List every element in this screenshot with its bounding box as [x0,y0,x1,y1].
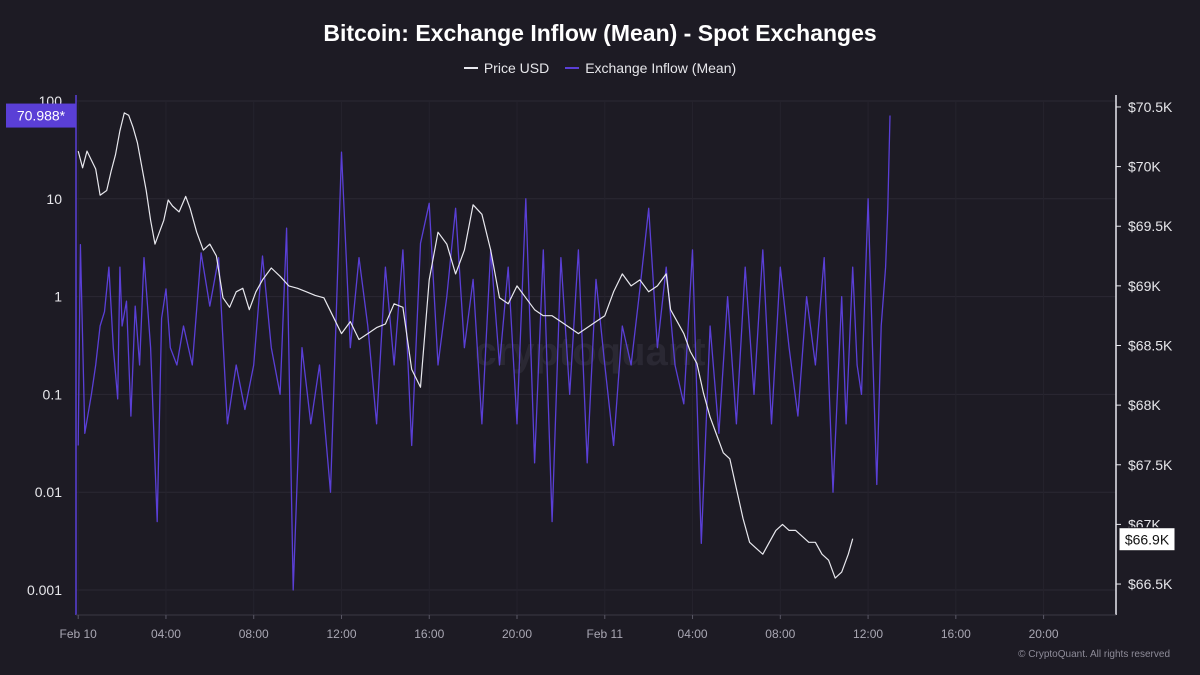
legend-label-price: Price USD [483,60,550,76]
copyright-footer: © CryptoQuant. All rights reserved [1018,649,1170,660]
right-tick-label: $66.5K [1128,576,1173,592]
right-tick-label: $67.5K [1128,457,1173,473]
right-tick-label: $68.5K [1128,338,1173,354]
left-tick-label: 1 [54,289,62,305]
current-price-badge-label: $66.9K [1125,532,1170,548]
legend-item-inflow[interactable]: Exchange Inflow (Mean) [565,60,736,76]
series-line-inflow [77,115,891,591]
legend-item-price[interactable]: Price USD [463,60,550,76]
left-tick-label: 10 [46,191,62,207]
current-inflow-badge-label: 70.988* [17,108,66,124]
x-tick-label: 04:00 [678,627,708,641]
right-tick-label: $70K [1128,159,1161,175]
right-tick-label: $70.5K [1128,99,1173,115]
x-tick-label: 12:00 [326,627,356,641]
right-tick-label: $69.5K [1128,218,1173,234]
x-tick-label: 08:00 [239,627,269,641]
x-tick-label: Feb 10 [60,627,98,641]
chart-legend: Price USD Exchange Inflow (Mean) [0,60,1200,76]
current-inflow-badge [6,103,76,128]
x-tick-label: Feb 11 [587,627,624,641]
right-tick-label: $69K [1128,278,1161,294]
chart-title: Bitcoin: Exchange Inflow (Mean) - Spot E… [323,20,877,46]
x-tick-label: 08:00 [765,627,795,641]
x-tick-label: 04:00 [151,627,181,641]
x-tick-label: 16:00 [414,627,444,641]
legend-swatch-inflow [565,67,580,69]
left-tick-label: 0.1 [43,386,63,402]
current-price-badge [1118,527,1176,552]
right-tick-label: $68K [1128,397,1161,413]
x-tick-label: 20:00 [1029,627,1059,641]
series-line-price [77,112,854,579]
legend-label-inflow: Exchange Inflow (Mean) [585,60,737,76]
left-tick-label: 0.001 [27,582,62,598]
legend-swatch-price [463,67,478,69]
watermark-text: cryptoquant [474,330,705,374]
x-tick-label: 16:00 [941,627,971,641]
x-tick-label: 12:00 [853,627,883,641]
left-tick-label: 0.01 [35,484,62,500]
x-tick-label: 20:00 [502,627,532,641]
